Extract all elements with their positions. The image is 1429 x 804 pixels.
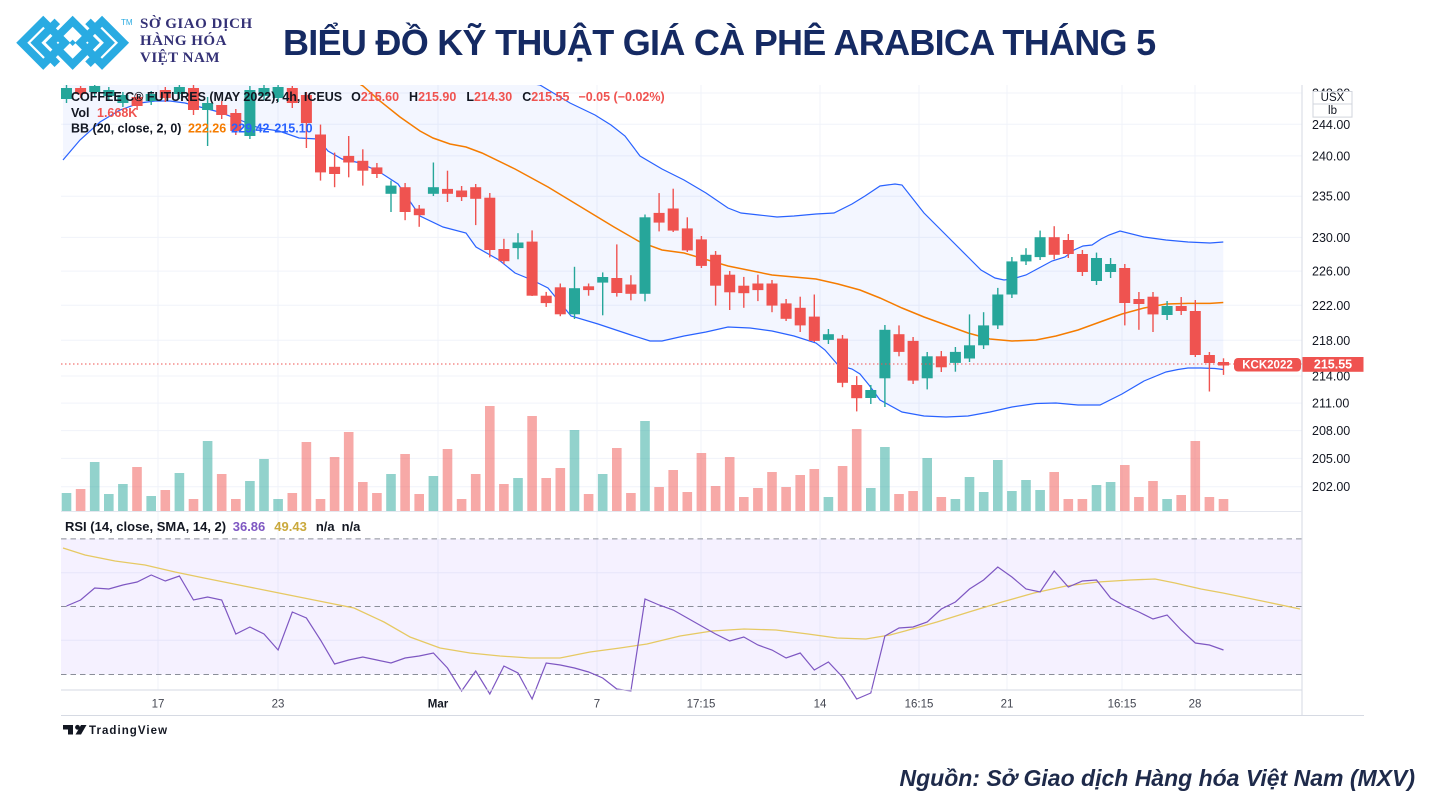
svg-text:208.00: 208.00: [1312, 424, 1350, 438]
svg-text:TM: TM: [121, 18, 133, 27]
svg-text:205.00: 205.00: [1312, 452, 1350, 466]
svg-text:202.00: 202.00: [1312, 480, 1350, 494]
svg-text:17: 17: [152, 699, 165, 711]
svg-text:TradingView: TradingView: [89, 725, 168, 737]
svg-text:235.00: 235.00: [1312, 190, 1350, 204]
svg-text:7: 7: [594, 699, 600, 711]
svg-text:COFFEE C® FUTURES (MAY 2022),: COFFEE C® FUTURES (MAY 2022), 4h, ICEUS O…: [71, 90, 665, 104]
svg-text:RSI (14, close, SMA, 14, 2) 36: RSI (14, close, SMA, 14, 2) 36.86 49.43 n/…: [65, 519, 361, 534]
svg-text:16:15: 16:15: [1108, 699, 1137, 711]
svg-text:226.00: 226.00: [1312, 265, 1350, 279]
svg-text:211.00: 211.00: [1312, 397, 1349, 411]
svg-text:244.00: 244.00: [1312, 118, 1350, 132]
svg-text:240.00: 240.00: [1312, 149, 1350, 163]
svg-text:222.00: 222.00: [1312, 299, 1350, 313]
svg-text:230.00: 230.00: [1312, 231, 1350, 245]
svg-text:21: 21: [1001, 699, 1014, 711]
svg-text:lb: lb: [1328, 105, 1337, 117]
svg-text:23: 23: [272, 699, 285, 711]
svg-text:14: 14: [814, 699, 827, 711]
svg-text:Mar: Mar: [428, 699, 449, 711]
svg-text:KCK2022: KCK2022: [1242, 359, 1293, 371]
svg-text:16:15: 16:15: [905, 699, 934, 711]
svg-text:214.00: 214.00: [1312, 370, 1350, 384]
svg-text:28: 28: [1189, 699, 1202, 711]
svg-text:17:15: 17:15: [687, 699, 716, 711]
svg-text:USX: USX: [1321, 92, 1345, 104]
svg-text:Vol 1.668K: Vol 1.668K: [71, 106, 137, 120]
svg-text:215.55: 215.55: [1314, 358, 1352, 372]
svg-text:218.00: 218.00: [1312, 334, 1350, 348]
